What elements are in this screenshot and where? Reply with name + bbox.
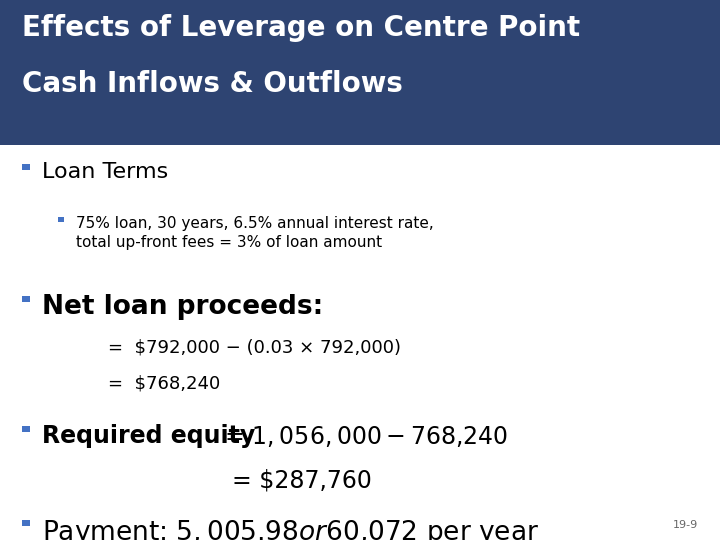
- Text: 19-9: 19-9: [673, 520, 698, 530]
- Text: Loan Terms: Loan Terms: [42, 162, 168, 182]
- Text: Net loan proceeds:: Net loan proceeds:: [42, 294, 323, 320]
- Text: Effects of Leverage on Centre Point: Effects of Leverage on Centre Point: [22, 14, 580, 42]
- Text: Required equity: Required equity: [42, 424, 255, 448]
- FancyBboxPatch shape: [22, 520, 30, 526]
- FancyBboxPatch shape: [0, 0, 720, 145]
- FancyBboxPatch shape: [22, 426, 30, 433]
- Text: =  $768,240: = $768,240: [108, 375, 220, 393]
- FancyBboxPatch shape: [22, 296, 30, 302]
- Text: 75% loan, 30 years, 6.5% annual interest rate,
total up-front fees = 3% of loan : 75% loan, 30 years, 6.5% annual interest…: [76, 216, 433, 250]
- FancyBboxPatch shape: [58, 217, 63, 222]
- FancyBboxPatch shape: [22, 164, 30, 170]
- Text: Cash Inflows & Outflows: Cash Inflows & Outflows: [22, 70, 402, 98]
- Text: = $1,056,000 - $768,240: = $1,056,000 - $768,240: [217, 424, 508, 449]
- Text: = $287,760: = $287,760: [233, 469, 372, 492]
- Text: Payment: $5,005.98 or $60,072 per year: Payment: $5,005.98 or $60,072 per year: [42, 518, 539, 540]
- Text: =  $792,000 − (0.03 × 792,000): = $792,000 − (0.03 × 792,000): [108, 339, 401, 356]
